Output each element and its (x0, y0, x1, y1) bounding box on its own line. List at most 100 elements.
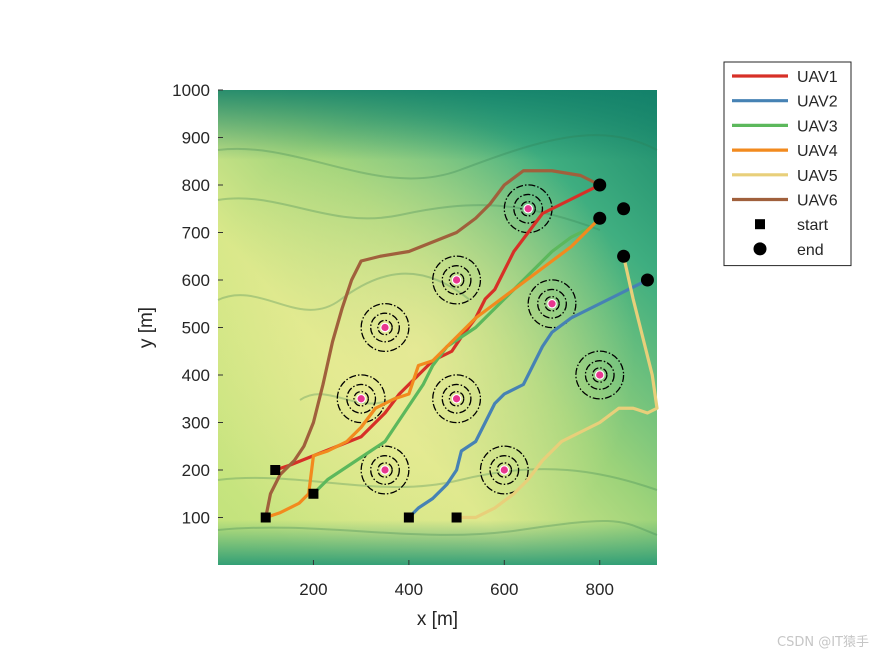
legend-item-uav3: UAV3 (732, 118, 838, 135)
y-tick-label: 100 (182, 509, 210, 528)
y-tick-label: 200 (182, 461, 210, 480)
y-tick-label: 1000 (172, 81, 210, 100)
axes: 200 400 600 800 100 200 300 400 500 600 700 800 900 1… (136, 81, 614, 630)
threat-ring (346, 383, 377, 414)
threat-zone (360, 302, 410, 353)
x-tick-label: 200 (299, 580, 327, 599)
threat-center (380, 322, 390, 333)
threat-ring (489, 455, 520, 485)
threat-ring (527, 279, 577, 329)
start-marker (308, 488, 319, 499)
y-axis-label: y [m] (136, 307, 157, 348)
legend-item-uav2: UAV2 (732, 94, 838, 111)
terrain-background (217, 90, 658, 565)
legend-square-swatch (755, 219, 765, 230)
threat-ring (432, 374, 482, 424)
axis-ticks (218, 89, 601, 565)
start-marker (270, 465, 281, 475)
waypoint-markers (260, 178, 654, 523)
legend-label: UAV4 (797, 143, 838, 160)
threat-ring (432, 255, 482, 305)
y-tick-label: 500 (182, 319, 210, 338)
threat-zone (432, 255, 482, 305)
terrain-ridge (217, 134, 658, 180)
legend-item-uav4: UAV4 (732, 143, 838, 160)
path-uav6 (264, 169, 602, 520)
terrain-highlight (218, 90, 657, 565)
threat-ring (370, 312, 400, 343)
end-marker (593, 211, 607, 225)
threat-ring (370, 455, 400, 485)
threat-center (547, 298, 557, 309)
x-axis-label: x [m] (417, 609, 458, 630)
legend-label: UAV5 (797, 168, 838, 185)
legend-box (723, 61, 852, 267)
legend-label: UAV6 (797, 193, 838, 210)
threat-center (356, 393, 366, 404)
legend-circle-swatch (753, 242, 767, 256)
legend-label: start (797, 217, 829, 234)
threat-zone (575, 350, 625, 400)
threat-ring (591, 367, 608, 383)
x-tick-label: 600 (490, 580, 518, 599)
end-marker (640, 273, 654, 287)
threat-ring (575, 350, 625, 400)
threat-ring (441, 265, 472, 295)
threat-center (499, 465, 510, 475)
watermark-text: CSDN @IT猿手 (777, 635, 869, 650)
threat-center (451, 275, 462, 285)
legend-item-start: start (755, 217, 829, 234)
path-uav3 (311, 216, 602, 496)
threat-zone (336, 374, 386, 424)
threat-ring (377, 462, 393, 478)
end-marker (617, 202, 631, 216)
end-marker (593, 178, 607, 192)
threat-ring (537, 288, 567, 319)
y-tick-label: 800 (182, 176, 210, 195)
threat-ring (441, 383, 472, 414)
threat-ring (513, 193, 544, 224)
legend: UAV1 UAV2 UAV3 UAV4 UAV5 UAV6 start end (723, 61, 852, 267)
threat-zone (479, 445, 529, 495)
threat-center (380, 465, 390, 475)
threat-ring (448, 390, 465, 407)
threat-ring (584, 360, 615, 390)
start-marker (260, 512, 271, 523)
x-tick-label: 800 (586, 580, 614, 599)
threat-ring (377, 319, 393, 336)
y-tick-label: 700 (182, 224, 210, 243)
threat-ring (336, 374, 386, 424)
legend-item-uav6: UAV6 (732, 193, 838, 210)
start-marker (403, 512, 414, 523)
threat-zone (527, 279, 577, 329)
legend-item-uav5: UAV5 (732, 168, 838, 185)
terrain-top-shade (218, 90, 657, 160)
path-uav5 (454, 254, 659, 520)
terrain-ridge (217, 519, 658, 536)
y-tick-label: 600 (182, 271, 210, 290)
y-tick-label: 300 (182, 414, 210, 433)
threat-center (523, 203, 533, 214)
threat-ring (360, 445, 410, 495)
y-tick-label: 400 (182, 366, 210, 385)
start-marker (451, 512, 462, 523)
terrain-ridge (217, 272, 471, 311)
threat-zones (336, 184, 625, 495)
path-uav2 (407, 278, 650, 520)
threat-zone (432, 374, 482, 424)
legend-item-end: end (753, 242, 824, 259)
legend-label: end (797, 242, 824, 259)
threat-ring (544, 295, 560, 312)
threat-center (451, 393, 462, 404)
x-tick-label: 400 (395, 580, 423, 599)
threat-ring (353, 390, 369, 407)
legend-label: UAV1 (797, 69, 838, 86)
legend-label: UAV2 (797, 94, 838, 111)
threat-center (594, 370, 605, 380)
threat-ring (360, 302, 410, 353)
end-marker (617, 249, 631, 263)
legend-label: UAV3 (797, 118, 838, 135)
terrain-bottom-shade (218, 520, 657, 565)
